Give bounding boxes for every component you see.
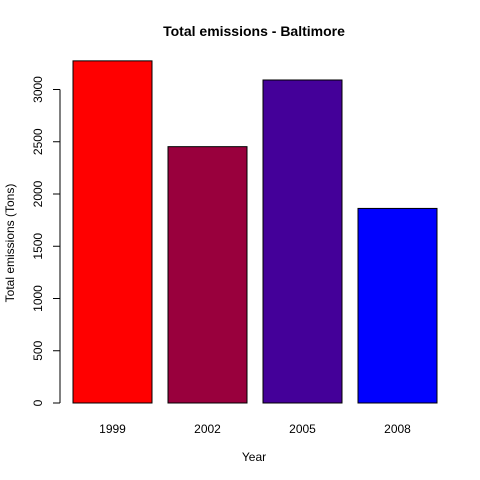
bars-group bbox=[72, 60, 438, 404]
y-tick-label-1500: 1500 bbox=[31, 233, 45, 260]
bar-2005 bbox=[262, 79, 343, 404]
x-tick-labels: 1999 2002 2005 2008 bbox=[99, 422, 411, 436]
chart-title: Total emissions - Baltimore bbox=[163, 23, 345, 39]
bar-2002 bbox=[167, 146, 248, 404]
x-axis-label: Year bbox=[242, 450, 266, 464]
bar-1999 bbox=[72, 60, 153, 404]
y-tick-label-0: 0 bbox=[31, 399, 45, 406]
x-tick-label-1999: 1999 bbox=[99, 422, 126, 436]
y-tick-label-3000: 3000 bbox=[31, 76, 45, 103]
x-tick-label-2005: 2005 bbox=[289, 422, 316, 436]
bar-2008 bbox=[357, 207, 438, 404]
x-tick-label-2002: 2002 bbox=[194, 422, 221, 436]
y-tick-label-1000: 1000 bbox=[31, 285, 45, 312]
y-tick-label-2500: 2500 bbox=[31, 128, 45, 155]
y-axis-label: Total emissions (Tons) bbox=[3, 184, 17, 303]
x-tick-label-2008: 2008 bbox=[384, 422, 411, 436]
y-axis: 0 500 1000 1500 2000 2500 3000 bbox=[31, 76, 61, 406]
y-tick-label-2000: 2000 bbox=[31, 180, 45, 207]
y-tick-label-500: 500 bbox=[31, 340, 45, 360]
